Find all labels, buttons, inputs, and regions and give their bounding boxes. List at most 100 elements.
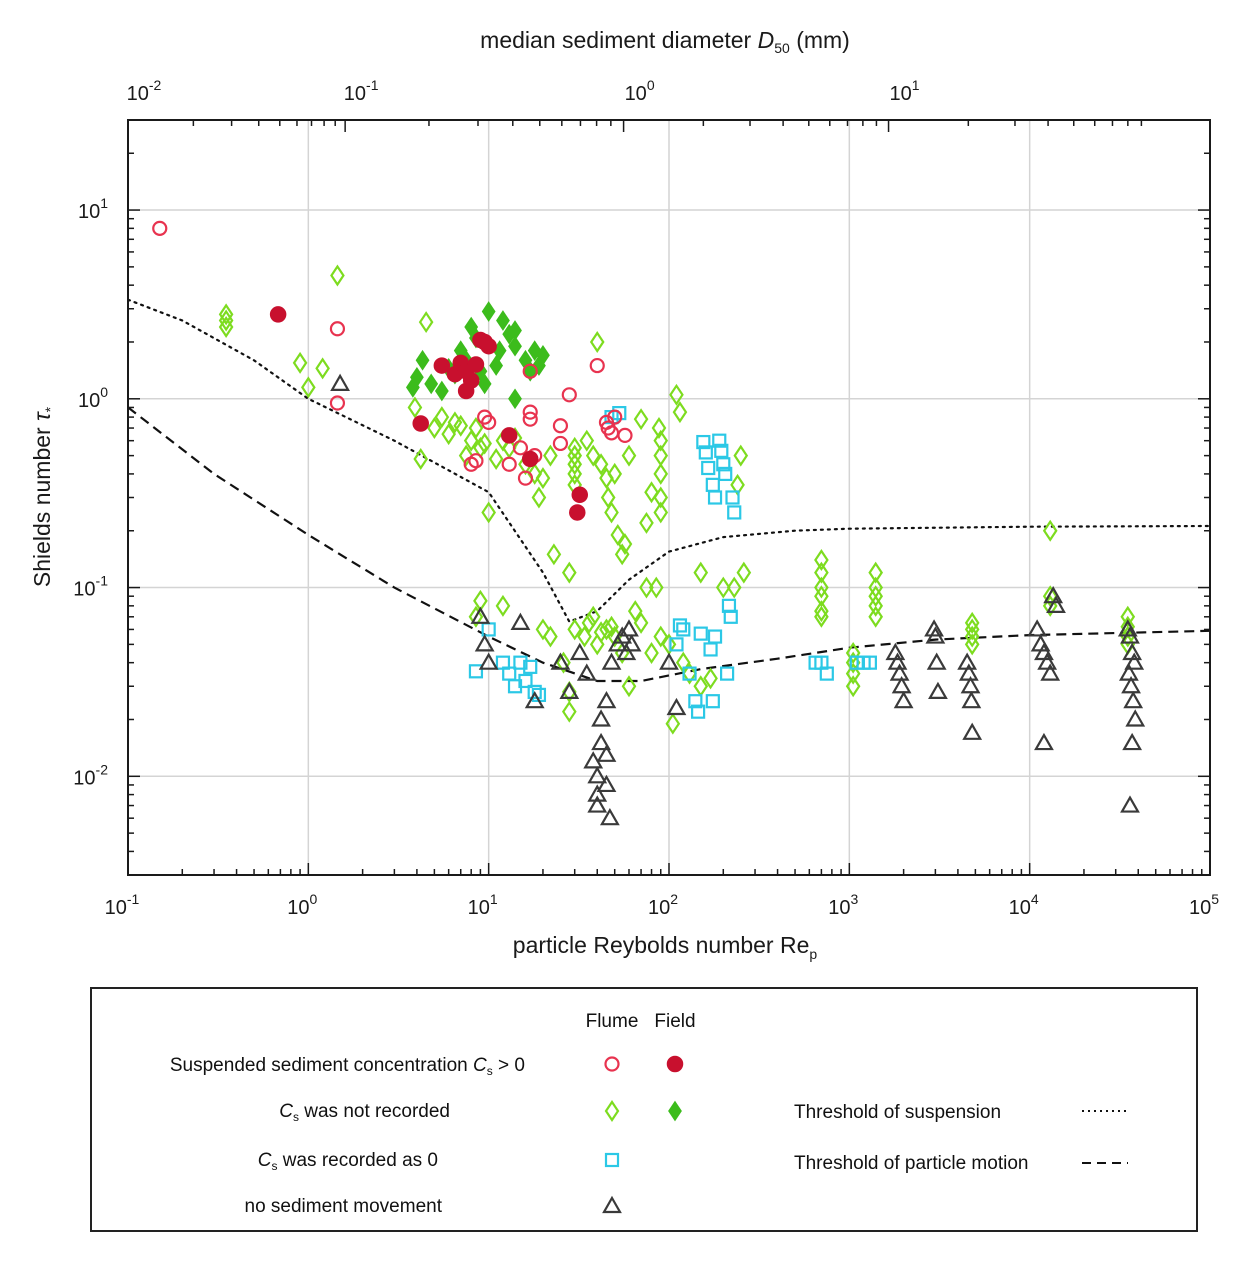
data-point-triangle-open <box>550 652 571 670</box>
data-point-square-open <box>705 477 720 492</box>
data-point-diamond-open <box>814 548 829 571</box>
data-point-diamond-open <box>593 621 609 644</box>
y-tick-label: 100 <box>78 384 108 412</box>
data-point-diamond-open <box>653 462 669 485</box>
data-point-diamond-open <box>589 331 605 353</box>
data-point-diamond-open <box>407 396 423 419</box>
data-point-diamond-open <box>644 481 659 504</box>
data-point-circle-filled <box>500 427 518 444</box>
data-point-diamond-open <box>703 667 718 690</box>
data-point-diamond-open <box>868 594 884 617</box>
data-point-diamond-open <box>330 264 345 287</box>
data-point-diamond-open <box>418 311 434 334</box>
data-point-triangle-open <box>1123 690 1144 709</box>
data-point-circle-open <box>607 409 623 425</box>
data-point-diamond-open <box>315 357 330 380</box>
data-point-triangle-open <box>1027 619 1048 637</box>
data-point-circle-filled <box>269 306 287 323</box>
data-point-diamond-open <box>736 561 752 584</box>
data-point-diamond-open <box>477 432 492 455</box>
data-point-diamond-open <box>567 618 583 641</box>
data-point-diamond-filled <box>536 344 550 366</box>
data-point-diamond-open <box>301 376 316 399</box>
data-point-circle-open <box>552 435 569 452</box>
data-point-diamond-open <box>604 615 619 638</box>
data-point-square-open <box>669 637 684 652</box>
data-point-triangle-open <box>524 690 545 709</box>
data-point-circle-open <box>329 321 346 337</box>
data-point-triangle-open <box>576 663 597 681</box>
data-point-triangle-open <box>510 612 531 630</box>
data-point-triangle-open <box>474 634 495 652</box>
data-point-triangle-open <box>659 652 679 670</box>
data-point-circle-filled <box>571 486 589 504</box>
data-point-circle-filled <box>433 357 451 374</box>
data-point-square-open <box>513 655 528 670</box>
data-point-diamond-open <box>653 429 669 452</box>
legend-markers <box>602 1055 684 1214</box>
data-point-diamond-open <box>639 576 654 599</box>
data-point-diamond-open <box>535 618 551 641</box>
data-point-triangle-open <box>478 652 499 670</box>
legend-marker-triangle-open <box>602 1195 622 1214</box>
data-point-diamond-open <box>458 444 474 467</box>
data-point-square-open <box>720 666 735 681</box>
data-point-diamond-open <box>481 501 496 524</box>
data-point-diamond-open <box>468 605 484 628</box>
data-point-diamond-open <box>441 423 456 446</box>
data-point-diamond-open <box>964 611 980 634</box>
data-point-circle-open <box>501 456 517 472</box>
data-point-circle-filled <box>467 356 485 373</box>
data-point-circle-open <box>517 470 534 486</box>
data-point-diamond-open <box>434 406 450 429</box>
data-point-triangle-open <box>596 744 617 762</box>
data-point-diamond-open <box>535 467 551 490</box>
data-point-diamond-open <box>1042 519 1058 542</box>
legend-label-not-recorded: Cs was not recorded <box>279 1101 450 1124</box>
data-point-diamond-open <box>964 625 980 648</box>
data-point-diamond-open <box>868 561 884 584</box>
data-point-triangle-open <box>960 676 981 694</box>
data-point-diamond-open <box>581 611 597 634</box>
legend-marker-square-open <box>604 1152 620 1168</box>
data-point-diamond-open <box>845 675 861 698</box>
data-point-triangle-open <box>928 681 948 700</box>
data-point-diamond-open <box>218 316 234 339</box>
data-point-square-open <box>714 443 729 458</box>
data-point-diamond-open <box>693 561 709 584</box>
data-point-triangle-open <box>961 690 982 709</box>
data-point-diamond-filled <box>489 355 504 376</box>
data-point-diamond-open <box>653 486 669 509</box>
legend-label-suspension-threshold: Threshold of suspension <box>794 1102 1001 1123</box>
data-point-triangle-open <box>559 681 580 700</box>
data-point-square-open <box>468 664 484 679</box>
legend-label-recorded-zero: Cs was recorded as 0 <box>258 1150 438 1173</box>
data-point-square-open <box>701 460 716 476</box>
data-point-square-open <box>718 466 733 482</box>
suspension-threshold-curve <box>128 298 1210 623</box>
y-axis-title: Shields number τ* <box>29 406 58 587</box>
legend-marker-diamond-open <box>604 1100 620 1122</box>
data-point-triangle-open <box>616 642 637 661</box>
data-point-circle-filled <box>412 415 429 432</box>
data-point-diamond-open <box>621 675 637 698</box>
data-point-circle-open <box>512 440 529 456</box>
legend-label-no-movement: no sediment movement <box>245 1196 443 1217</box>
data-point-diamond-open <box>527 462 543 485</box>
data-point-diamond-open <box>964 618 980 641</box>
motion-threshold-curve <box>128 406 1210 683</box>
data-point-triangle-open <box>962 722 983 740</box>
data-point-square-open <box>693 626 708 641</box>
data-point-diamond-open <box>427 417 442 440</box>
data-point-diamond-open <box>556 651 571 674</box>
x-tick-label: 104 <box>1009 891 1039 919</box>
data-point-diamond-open <box>561 561 577 584</box>
data-point-triangle-open <box>1124 652 1145 670</box>
data-point-diamond-open <box>1042 585 1058 608</box>
legend-header-field: Field <box>654 1011 695 1032</box>
grid <box>128 120 1210 875</box>
data-point-diamond-open <box>599 618 614 641</box>
data-point-triangle-open <box>1046 595 1066 613</box>
data-point-triangle-open <box>591 732 611 751</box>
